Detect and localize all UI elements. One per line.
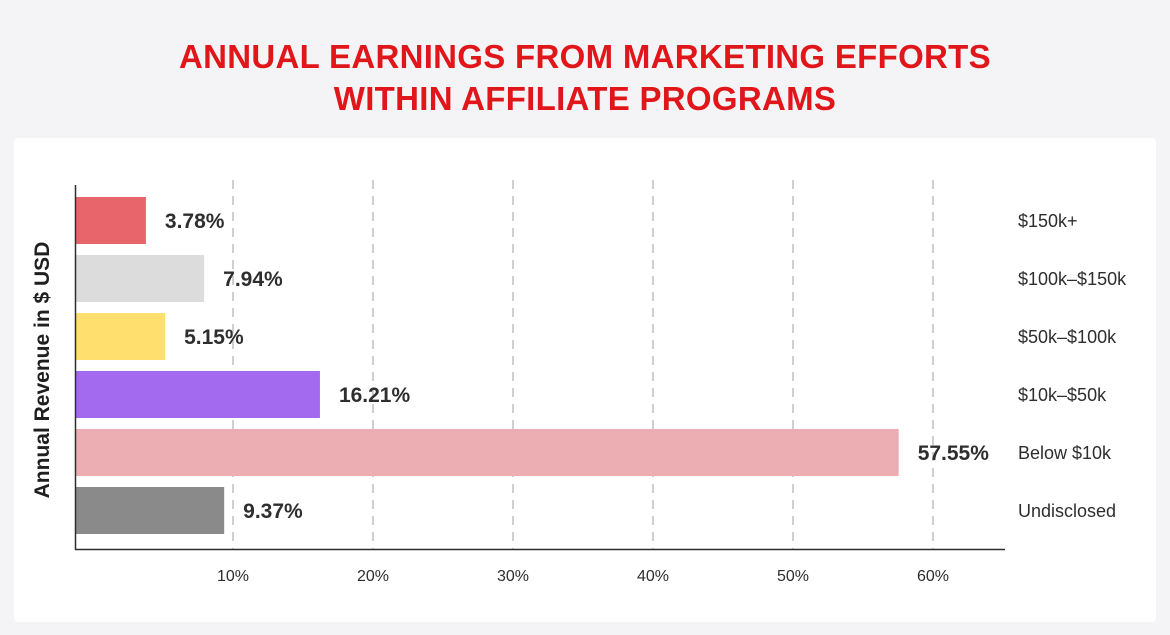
category-label: $100k–$150k bbox=[1018, 269, 1127, 289]
category-label: Undisclosed bbox=[1018, 501, 1116, 521]
value-labels: 3.78% 7.94% 5.15% 16.21% 57.55% 9.37% bbox=[165, 210, 989, 523]
value-label: 9.37% bbox=[243, 500, 303, 523]
category-labels: $150k+ $100k–$150k $50k–$100k $10k–$50k Belo… bbox=[1018, 211, 1127, 521]
value-label: 5.15% bbox=[184, 326, 244, 349]
bar bbox=[76, 313, 166, 360]
x-tick-label: 20% bbox=[357, 568, 389, 585]
x-tick-label: 50% bbox=[777, 568, 809, 585]
chart-title-line-2: WITHIN AFFILIATE PROGRAMS bbox=[333, 80, 837, 117]
category-label: $50k–$100k bbox=[1018, 327, 1117, 347]
value-label: 7.94% bbox=[223, 268, 283, 291]
category-label: $10k–$50k bbox=[1018, 385, 1107, 405]
x-tick-label: 40% bbox=[637, 568, 669, 585]
x-tick-label: 10% bbox=[217, 568, 249, 585]
bar bbox=[76, 197, 146, 244]
chart-title: ANNUAL EARNINGS FROM MARKETING EFFORTS W… bbox=[0, 36, 1170, 120]
value-label: 57.55% bbox=[918, 442, 990, 465]
bar bbox=[76, 255, 205, 302]
gridlines bbox=[232, 180, 934, 549]
x-tick-labels: 10% 20% 30% 40% 50% 60% bbox=[217, 568, 949, 585]
value-label: 3.78% bbox=[165, 210, 225, 233]
x-tick-label: 60% bbox=[917, 568, 949, 585]
x-tick-label: 30% bbox=[497, 568, 529, 585]
bar bbox=[76, 371, 320, 418]
category-label: $150k+ bbox=[1018, 211, 1078, 231]
bar bbox=[76, 429, 899, 476]
y-axis-label: Annual Revenue in $ USD bbox=[31, 242, 54, 499]
value-label: 16.21% bbox=[339, 384, 411, 407]
bars bbox=[76, 197, 899, 534]
bar bbox=[76, 487, 225, 534]
category-label: Below $10k bbox=[1018, 443, 1112, 463]
chart-title-line-1: ANNUAL EARNINGS FROM MARKETING EFFORTS bbox=[179, 38, 991, 75]
